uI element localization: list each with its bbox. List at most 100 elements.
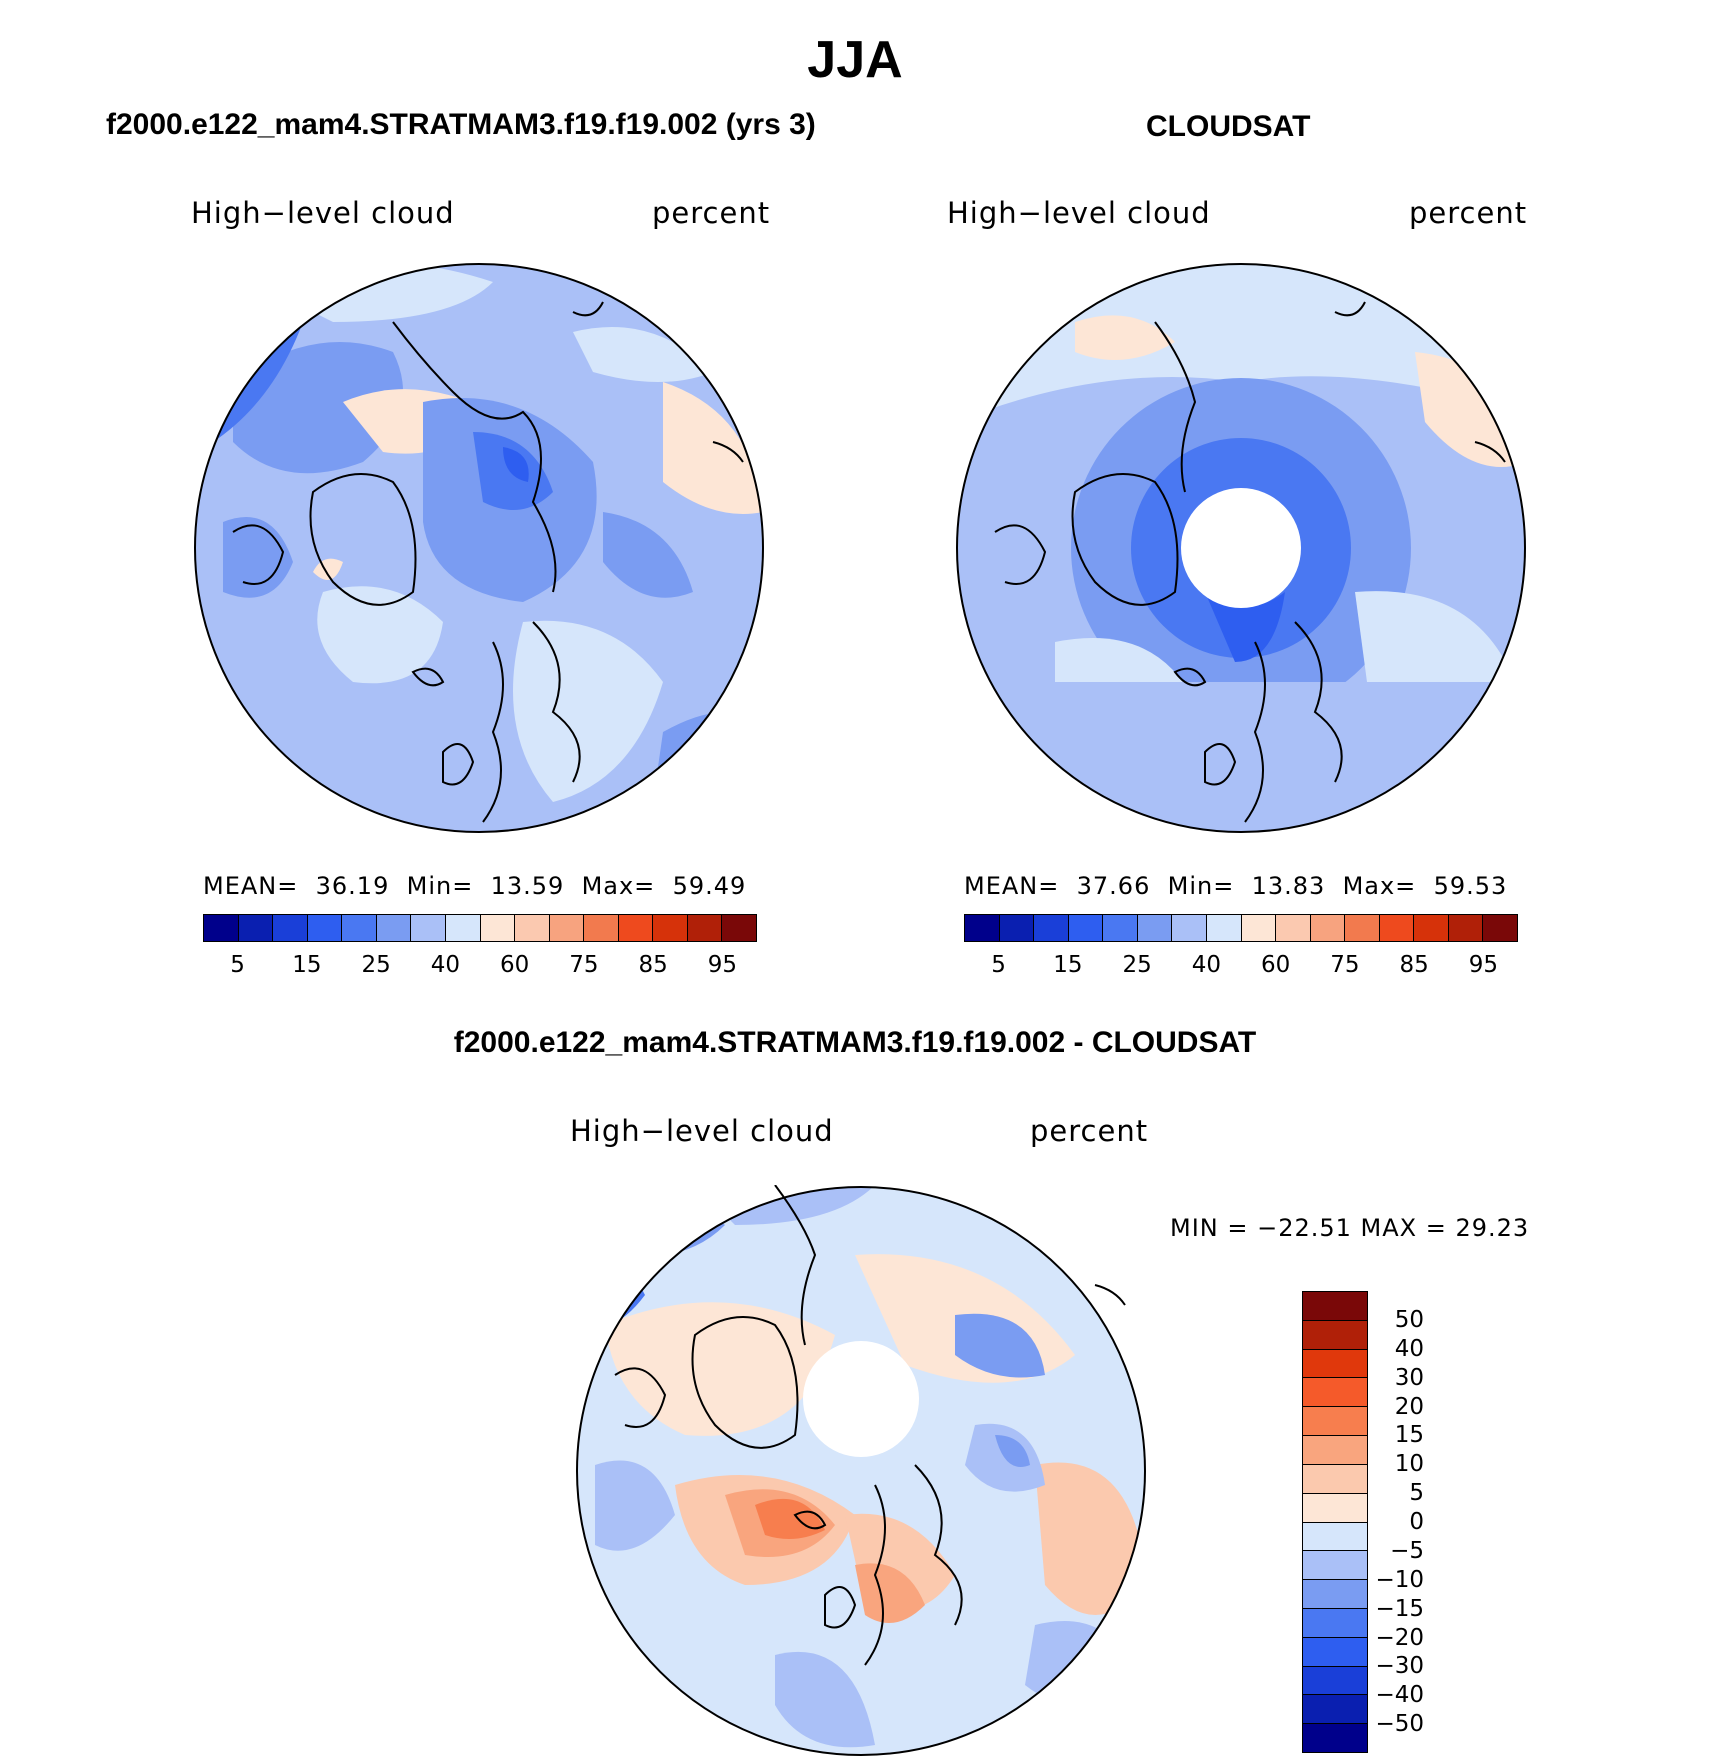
right-variable-label: High−level cloud [947, 196, 1211, 230]
left-colorbar-swatch [238, 915, 274, 941]
diff-minmax-label: MIN = −22.51 MAX = 29.23 [1170, 1214, 1530, 1242]
right-colorbar-tick-label: 60 [1260, 952, 1291, 978]
diff-units-label: percent [1030, 1114, 1149, 1148]
right-panel-subtitle: CLOUDSAT [1146, 110, 1311, 143]
left-colorbar-swatch [722, 915, 756, 941]
left-colorbar-swatch [549, 915, 585, 941]
left-colorbar-swatch [618, 915, 654, 941]
left-colorbar-swatch [584, 915, 619, 941]
right-colorbar-tick-label: 40 [1191, 952, 1222, 978]
difference-colorbar-swatch [1303, 1378, 1367, 1408]
left-max-label: Max= [581, 872, 656, 900]
left-colorbar-tick-label: 40 [430, 952, 461, 978]
left-colorbar-tick-label: 85 [638, 952, 668, 978]
right-colorbar-swatch [1068, 915, 1104, 941]
difference-colorbar-tick-label: 40 [1394, 1335, 1424, 1362]
right-colorbar-tick-label: 85 [1399, 952, 1429, 978]
difference-colorbar-swatch [1303, 1464, 1367, 1494]
left-colorbar-swatch [376, 915, 412, 941]
left-colorbar-swatch [687, 915, 723, 941]
left-min-value: 13.59 [490, 872, 565, 900]
left-panel-subtitle: f2000.e122_mam4.STRATMAM3.f19.f19.002 (y… [106, 108, 816, 141]
difference-colorbar-tick-label: 50 [1394, 1306, 1424, 1333]
left-mean-value: 36.19 [315, 872, 390, 900]
difference-colorbar [1302, 1291, 1368, 1753]
left-colorbar-swatch [480, 915, 516, 941]
difference-colorbar-tick-label: −30 [1375, 1653, 1424, 1680]
right-colorbar-swatch [965, 915, 1000, 941]
right-colorbar-swatch [1414, 915, 1449, 941]
difference-colorbar-swatch [1303, 1436, 1367, 1465]
right-colorbar-tick-label: 15 [1053, 952, 1083, 978]
difference-colorbar-swatch [1303, 1580, 1367, 1609]
left-colorbar-swatch [273, 915, 308, 941]
difference-colorbar-tick-label: 5 [1409, 1480, 1424, 1507]
left-colorbar-swatch [653, 915, 688, 941]
right-colorbar-tick-label: 5 [991, 952, 1006, 978]
left-colorbar-swatch [411, 915, 446, 941]
difference-colorbar-tick-label: −10 [1375, 1566, 1424, 1593]
right-min-value: 13.83 [1251, 872, 1326, 900]
left-colorbar-swatch [445, 915, 481, 941]
right-min-label: Min= [1167, 872, 1235, 900]
right-colorbar-swatch [1276, 915, 1311, 941]
difference-colorbar-swatch [1303, 1695, 1367, 1725]
right-colorbar-swatch [999, 915, 1035, 941]
right-colorbar-swatch [1241, 915, 1277, 941]
right-mean-value: 37.66 [1076, 872, 1151, 900]
difference-colorbar-tick-label: −5 [1390, 1537, 1424, 1564]
left-colorbar-tick-label: 60 [499, 952, 530, 978]
right-colorbar-swatch [1310, 915, 1346, 941]
left-mean-label: MEAN= [203, 872, 299, 900]
right-max-value: 59.53 [1433, 872, 1508, 900]
left-units-label: percent [652, 196, 771, 230]
left-colorbar-tick-label: 75 [569, 952, 599, 978]
right-colorbar-tick-label: 75 [1330, 952, 1360, 978]
difference-polar-map [576, 1185, 1146, 1756]
right-colorbar-swatch [1448, 915, 1484, 941]
right-colorbar-swatch [1034, 915, 1069, 941]
right-colorbar-swatch [1206, 915, 1242, 941]
difference-colorbar-swatch [1303, 1522, 1367, 1552]
difference-colorbar-tick-label: −40 [1375, 1682, 1424, 1709]
right-colorbar-tick-label: 95 [1468, 952, 1499, 978]
left-min-label: Min= [406, 872, 474, 900]
left-colorbar-tick-label: 25 [361, 952, 391, 978]
right-colorbar-swatch [1379, 915, 1415, 941]
difference-colorbar-swatch [1303, 1724, 1367, 1752]
difference-colorbar-swatch [1303, 1608, 1367, 1638]
difference-colorbar-swatch [1303, 1349, 1367, 1379]
difference-colorbar-tick-label: −15 [1375, 1595, 1424, 1622]
right-stats: MEAN= 37.66 Min= 13.83 Max= 59.53 [964, 872, 1507, 900]
difference-colorbar-tick-label: 15 [1394, 1422, 1424, 1449]
left-colorbar-swatch [342, 915, 377, 941]
left-colorbar [203, 914, 757, 942]
left-colorbar-tick-label: 5 [230, 952, 245, 978]
page-title: JJA [807, 31, 903, 89]
difference-colorbar-swatch [1303, 1493, 1367, 1523]
difference-colorbar-tick-label: 0 [1409, 1509, 1424, 1535]
right-colorbar-tick-label: 25 [1122, 952, 1152, 978]
left-stats: MEAN= 36.19 Min= 13.59 Max= 59.49 [203, 872, 746, 900]
difference-colorbar-swatch [1303, 1320, 1367, 1350]
right-colorbar-swatch [1137, 915, 1173, 941]
left-max-value: 59.49 [672, 872, 747, 900]
left-colorbar-swatch [307, 915, 343, 941]
left-colorbar-swatch [515, 915, 550, 941]
left-colorbar-tick-label: 15 [292, 952, 322, 978]
difference-colorbar-tick-label: −50 [1375, 1711, 1424, 1738]
difference-colorbar-tick-label: 20 [1394, 1393, 1424, 1420]
difference-colorbar-swatch [1303, 1551, 1367, 1581]
right-colorbar-swatch [1172, 915, 1207, 941]
difference-colorbar-tick-label: 10 [1394, 1451, 1424, 1478]
right-colorbar-swatch [1103, 915, 1138, 941]
diff-variable-label: High−level cloud [570, 1114, 834, 1148]
right-colorbar [964, 914, 1518, 942]
left-colorbar-swatch [204, 915, 239, 941]
left-polar-map [194, 263, 764, 833]
right-colorbar-swatch [1345, 915, 1380, 941]
difference-colorbar-swatch [1303, 1407, 1367, 1437]
right-max-label: Max= [1342, 872, 1417, 900]
right-polar-map [956, 263, 1526, 833]
diff-panel-subtitle: f2000.e122_mam4.STRATMAM3.f19.f19.002 - … [453, 1026, 1257, 1059]
